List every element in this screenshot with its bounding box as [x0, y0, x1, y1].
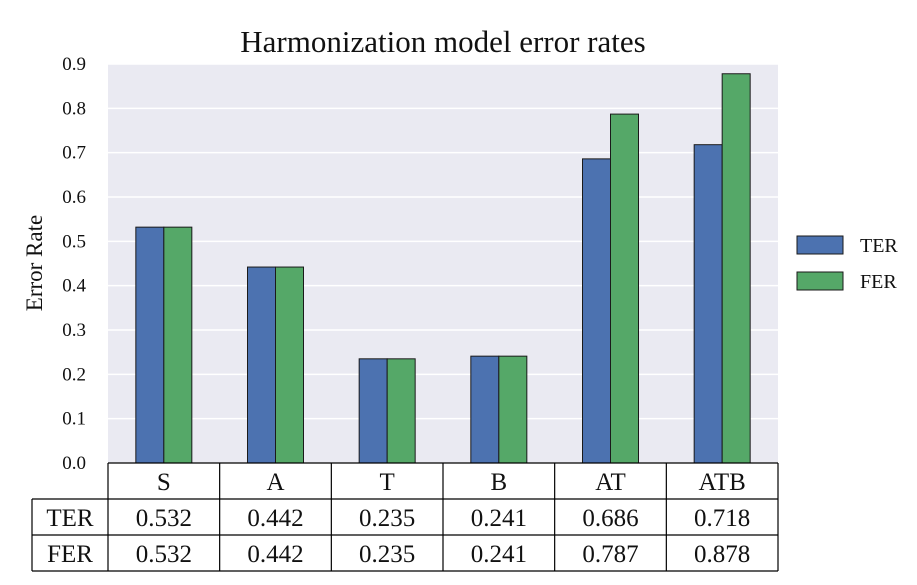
category-label: S — [157, 469, 171, 496]
bar-ter-t — [358, 358, 388, 464]
y-axis-ticks: 0.0 0.1 0.2 0.3 0.4 0.5 0.6 0.7 0.8 0.9 — [62, 54, 86, 474]
bar-ter-at — [582, 158, 611, 464]
legend-label-fer: FER — [860, 271, 897, 293]
y-tick-label: 0.2 — [62, 364, 86, 385]
table-cell: 0.787 — [582, 541, 638, 568]
y-tick-label: 0.8 — [62, 98, 86, 119]
table-row-label: FER — [47, 541, 93, 568]
bar-ter-a — [247, 266, 276, 464]
category-label: AT — [595, 469, 626, 496]
table-row-label: TER — [46, 505, 94, 532]
legend-swatch-ter — [796, 235, 844, 255]
y-tick-label: 0.3 — [62, 320, 86, 341]
bar-fer-s — [163, 226, 193, 464]
bar-ter-s — [135, 226, 165, 464]
bars — [135, 73, 751, 464]
table-cell: 0.442 — [247, 541, 303, 568]
bar-ter-atb — [693, 144, 723, 464]
table-cell: 0.241 — [471, 541, 527, 568]
legend-swatch-fer — [796, 271, 844, 291]
chart-title: Harmonization model error rates — [240, 24, 645, 59]
gridlines — [108, 63, 778, 420]
table-cell: 0.235 — [359, 505, 415, 532]
bar-ter-b — [470, 355, 500, 464]
category-label: A — [266, 469, 284, 496]
category-label: ATB — [699, 469, 746, 496]
y-tick-label: 0.6 — [62, 187, 86, 208]
table-cell: 0.718 — [694, 505, 750, 532]
y-tick-label: 0.9 — [62, 54, 86, 75]
y-tick-label: 0.5 — [62, 231, 86, 252]
bar-fer-t — [386, 358, 416, 464]
legend-label-ter: TER — [860, 235, 898, 257]
y-tick-label: 0.4 — [62, 276, 86, 297]
table-cell: 0.235 — [359, 541, 415, 568]
y-tick-label: 0.1 — [62, 409, 86, 430]
table-cell: 0.686 — [582, 505, 638, 532]
table-cell: 0.532 — [136, 541, 192, 568]
table-cell: 0.241 — [471, 505, 527, 532]
category-label: T — [380, 469, 395, 496]
plot-background — [108, 64, 778, 463]
y-tick-label: 0.7 — [62, 143, 86, 164]
bar-fer-atb — [721, 73, 751, 464]
bar-fer-a — [275, 266, 304, 464]
category-label: B — [490, 469, 507, 496]
bar-fer-at — [610, 113, 639, 464]
y-tick-label: 0.0 — [62, 453, 86, 474]
table-cell: 0.878 — [694, 541, 750, 568]
table-cell: 0.442 — [247, 505, 303, 532]
table-cell: 0.532 — [136, 505, 192, 532]
bar-fer-b — [498, 355, 528, 464]
legend: TER FER — [796, 235, 898, 293]
y-axis-label: Error Rate — [22, 215, 47, 311]
